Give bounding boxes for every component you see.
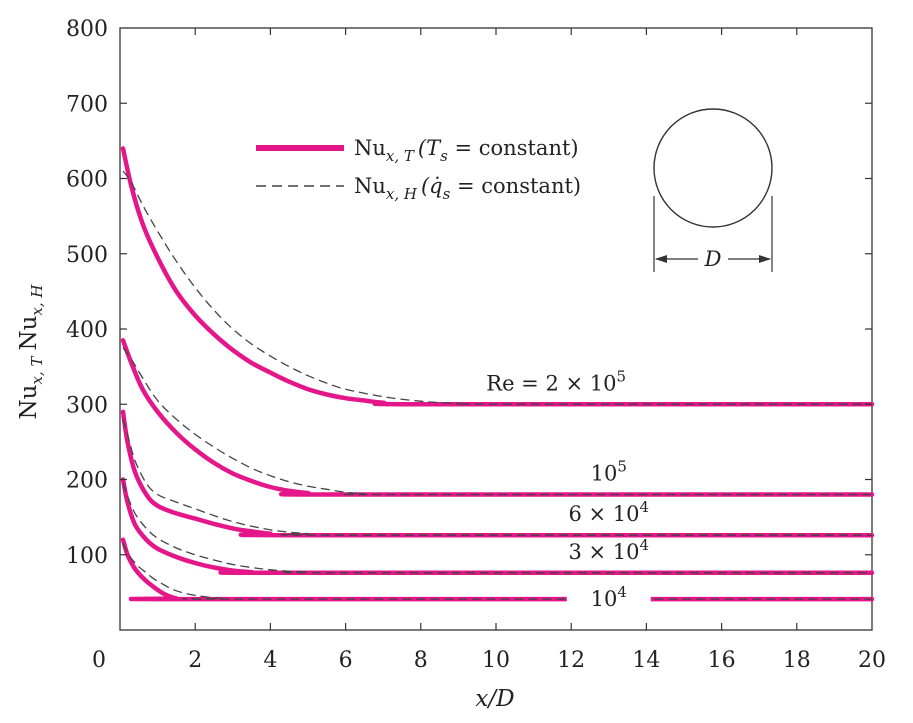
plot-frame	[119, 27, 873, 631]
series-2-dashed-line	[122, 419, 872, 536]
series-3-label: 3 × 104	[569, 536, 650, 564]
legend-dashed-end: = constant)	[450, 174, 581, 198]
x-tick-label: 8	[414, 648, 428, 673]
series-4-label-bg	[566, 585, 651, 612]
series-3-dashed-line	[122, 483, 872, 574]
ticks: 0 2 4 6 8 10 12 14 16 18 20 100 200 300 400 500 600 700 80…	[66, 17, 886, 673]
pipe-circle	[653, 108, 773, 228]
series-4-label: 104	[591, 583, 627, 611]
series-2-label-sup: 4	[640, 498, 650, 516]
legend-solid-main: Nu	[354, 136, 386, 160]
series-4-label-sup: 4	[617, 583, 627, 601]
y-tick-label: 700	[66, 92, 108, 117]
series-4-dashed-line	[122, 543, 872, 600]
arrowhead-left	[655, 255, 667, 263]
legend-solid-text: Nux, T (Ts = constant)	[354, 136, 579, 165]
x-tick-label: 0	[92, 648, 106, 673]
curves	[120, 146, 875, 602]
plot-border	[119, 27, 873, 631]
x-tick-label: 14	[632, 648, 660, 673]
series-1-label: 105	[591, 458, 627, 486]
series-2-solid-line	[120, 409, 875, 538]
series-0-dashed-line	[122, 170, 872, 405]
x-axis-title: x/D	[475, 686, 514, 712]
legend-solid-end: = constant)	[448, 136, 579, 160]
series-0-label-main: Re = 2 × 10	[486, 371, 616, 395]
y-title-main-1: Nu	[16, 385, 42, 420]
x-tick-label: 16	[708, 648, 736, 673]
y-tick-label: 500	[66, 243, 108, 268]
series-3-label-main: 3 × 10	[569, 540, 640, 564]
series-1-solid-line	[120, 338, 875, 497]
y-tick-label: 100	[66, 544, 108, 569]
series-3-label-sup: 4	[640, 536, 650, 554]
y-tick-label: 200	[66, 469, 108, 494]
x-tick-label: 6	[339, 648, 353, 673]
x-tick-label: 18	[783, 648, 811, 673]
legend-dashed-main: Nu	[354, 174, 386, 198]
legend-solid-sub: x, T	[386, 147, 415, 165]
y-title-sub-2: x, H	[28, 284, 46, 316]
dimension-label: D	[704, 247, 722, 271]
series-2-label-main: 6 × 10	[569, 502, 640, 526]
x-tick-label: 4	[263, 648, 277, 673]
y-tick-label: 400	[66, 318, 108, 343]
series-1-label-main: 10	[591, 462, 618, 486]
x-tick-label: 10	[482, 648, 510, 673]
legend: Nux, T (Ts = constant) Nux, H (q̇s = const…	[256, 136, 581, 203]
series-2-label: 6 × 104	[569, 498, 650, 526]
pipe-inset: D	[653, 108, 773, 272]
x-tick-label: 12	[557, 648, 585, 673]
y-title-main-2: Nu	[16, 316, 42, 351]
series-4-label-main: 10	[591, 587, 618, 611]
legend-dashed-varsub: s	[443, 185, 451, 203]
series-1-dashed-line	[122, 347, 872, 496]
y-tick-label: 300	[66, 393, 108, 418]
legend-solid-varsub: s	[440, 147, 448, 165]
series-3-solid-line	[120, 477, 875, 576]
series-1-label-sup: 5	[617, 458, 627, 476]
series-0-solid-line	[120, 146, 875, 407]
y-tick-label: 800	[66, 17, 108, 42]
legend-dashed-text: Nux, H (q̇s = constant)	[354, 174, 581, 203]
y-tick-label: 600	[66, 168, 108, 193]
legend-dashed-rest: (q̇	[421, 174, 443, 198]
series-0-label-sup: 5	[616, 367, 626, 385]
series-4-solid-line	[120, 537, 875, 602]
x-tick-label: 20	[858, 648, 886, 673]
y-title-sub-1: x, T	[28, 356, 46, 385]
legend-dashed-sub: x, H	[386, 185, 418, 203]
arrowhead-right	[759, 255, 771, 263]
y-axis-title: Nux, TNux, H	[16, 284, 46, 420]
series-0-label: Re = 2 × 105	[486, 367, 626, 395]
legend-solid-rest: (T	[418, 136, 442, 160]
x-tick-label: 2	[188, 648, 202, 673]
